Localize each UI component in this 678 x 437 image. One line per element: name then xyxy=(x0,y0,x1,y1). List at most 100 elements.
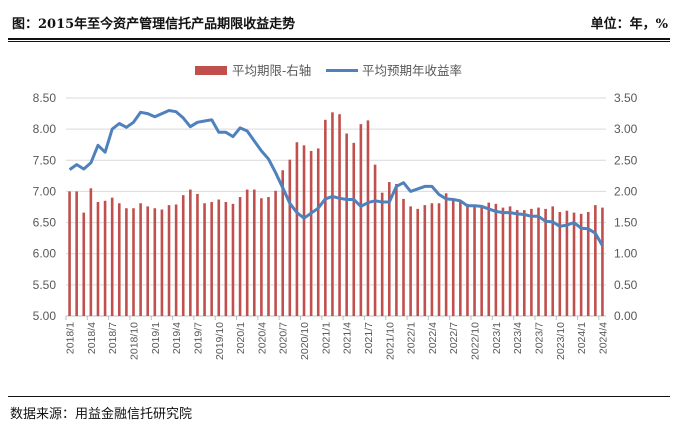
legend-label-bar: 平均期限-右轴 xyxy=(232,63,311,78)
bar xyxy=(345,133,348,316)
bar xyxy=(260,198,263,316)
bar xyxy=(203,203,206,316)
left-tick-label: 8.00 xyxy=(33,122,57,136)
bar xyxy=(380,192,384,316)
bar xyxy=(331,112,334,316)
bar xyxy=(189,189,192,316)
bar xyxy=(459,201,462,316)
bar xyxy=(423,205,427,316)
bar xyxy=(537,207,540,316)
x-axis: 2018/1 2018/4 2018/7 2018/10 2019/1 2019/4 201… xyxy=(65,316,609,360)
bar xyxy=(210,202,213,316)
bar-series xyxy=(68,112,604,317)
bar xyxy=(174,204,178,316)
right-tick-label: 0.50 xyxy=(614,278,638,292)
x-tick-label: 2018/4 xyxy=(86,322,98,354)
bar xyxy=(373,164,377,316)
bar xyxy=(522,210,526,316)
x-tick-label: 2023/4 xyxy=(512,322,524,354)
bar xyxy=(352,142,356,316)
bar xyxy=(544,208,547,316)
unit-label: 单位：年，% xyxy=(590,17,668,32)
bar xyxy=(167,205,171,316)
bar xyxy=(324,119,327,316)
bar xyxy=(295,142,299,316)
x-tick-label: 2021/4 xyxy=(342,322,354,354)
right-tick-label: 0.00 xyxy=(614,309,638,323)
bar xyxy=(309,150,313,316)
bar xyxy=(139,203,142,316)
x-tick-label: 2019/10 xyxy=(214,322,226,360)
bar xyxy=(181,195,185,316)
bar xyxy=(96,202,100,316)
bar xyxy=(473,205,476,316)
x-tick-label: 2020/1 xyxy=(235,322,247,354)
top-rule xyxy=(8,38,670,42)
bar xyxy=(89,188,93,316)
left-tick-label: 6.50 xyxy=(33,216,57,230)
x-tick-label: 2020/7 xyxy=(278,322,290,354)
x-tick-label: 2024/1 xyxy=(576,322,588,354)
bar xyxy=(558,211,562,316)
bar xyxy=(487,202,491,316)
bar xyxy=(338,114,341,317)
x-tick-label: 2021/1 xyxy=(320,322,332,354)
yield-line xyxy=(68,109,604,247)
bar xyxy=(103,200,107,316)
bar xyxy=(586,211,590,316)
bar xyxy=(437,203,441,316)
bar xyxy=(395,183,398,316)
x-tick-label: 2018/1 xyxy=(65,322,77,354)
bar xyxy=(601,207,604,316)
x-tick-label: 2020/10 xyxy=(299,322,311,360)
x-tick-label: 2024/4 xyxy=(597,322,609,354)
bar xyxy=(359,124,363,316)
bar xyxy=(110,197,114,316)
x-tick-label: 2023/7 xyxy=(534,322,546,354)
bar xyxy=(515,210,519,316)
x-tick-label: 2021/10 xyxy=(384,322,396,360)
bar xyxy=(416,208,420,316)
x-tick-label: 2022/4 xyxy=(427,322,439,354)
bar xyxy=(75,191,78,316)
bar xyxy=(231,203,235,316)
bar xyxy=(565,210,569,316)
x-tick-label: 2020/4 xyxy=(256,322,268,354)
bar xyxy=(402,198,405,316)
left-tick-label: 7.00 xyxy=(33,184,57,198)
right-tick-label: 1.50 xyxy=(614,216,638,230)
left-tick-label: 6.00 xyxy=(33,247,57,261)
right-tick-label: 3.00 xyxy=(614,122,638,136)
bar xyxy=(288,159,292,316)
x-tick-label: 2018/7 xyxy=(107,322,119,354)
right-tick-label: 2.50 xyxy=(614,153,638,167)
bar xyxy=(160,209,164,316)
bar xyxy=(444,193,448,316)
bar xyxy=(82,212,86,316)
bar xyxy=(387,182,391,316)
x-tick-label: 2023/1 xyxy=(491,322,503,354)
bar xyxy=(245,189,249,316)
bar xyxy=(267,197,270,316)
figure-title: 图：2015年至今资产管理信托产品期限收益走势 xyxy=(12,17,296,32)
bar xyxy=(572,212,576,316)
bar xyxy=(501,207,505,316)
bar xyxy=(494,203,498,316)
x-tick-label: 2018/10 xyxy=(129,322,141,360)
bar xyxy=(551,206,555,316)
bar xyxy=(466,203,469,316)
bar xyxy=(409,206,412,316)
legend: 平均期限-右轴 平均预期年收益率 xyxy=(195,63,462,78)
bar xyxy=(530,208,533,316)
bar xyxy=(302,145,306,316)
line-series xyxy=(68,109,604,247)
bar xyxy=(125,208,128,316)
bar xyxy=(480,205,483,316)
bar xyxy=(252,189,256,316)
x-tick-label: 2022/7 xyxy=(448,322,460,354)
left-tick-label: 8.50 xyxy=(33,91,57,105)
left-axis: 5.00 5.50 6.00 6.50 7.00 7.50 8.00 8.50 xyxy=(33,91,57,323)
x-tick-label: 2019/7 xyxy=(192,322,204,354)
x-tick-label: 2019/1 xyxy=(150,322,162,354)
